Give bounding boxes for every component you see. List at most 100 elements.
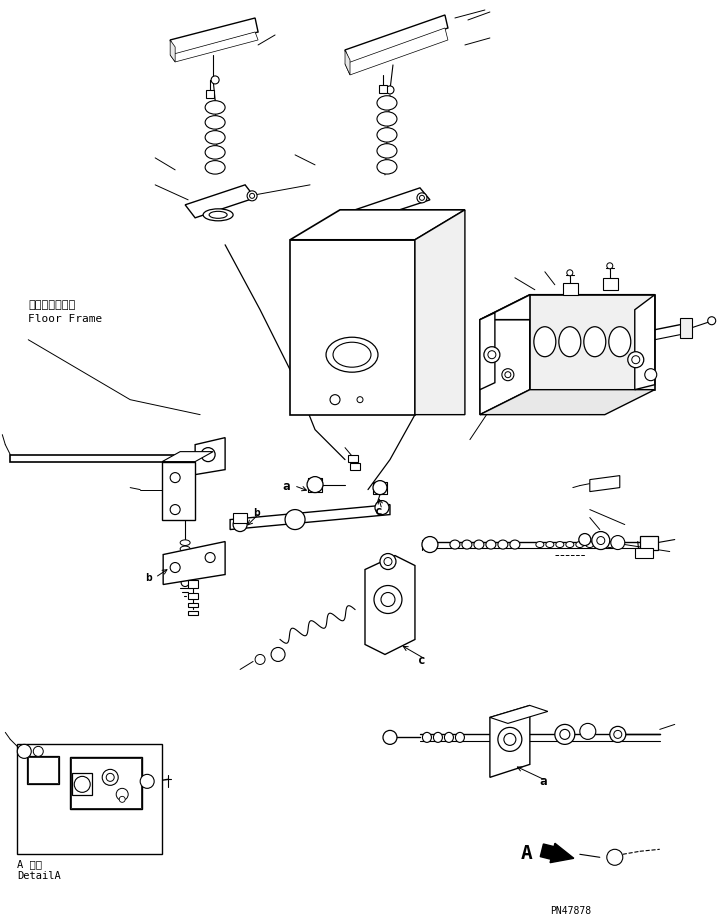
Ellipse shape (474, 540, 484, 549)
Circle shape (380, 553, 396, 570)
Bar (206, 90, 214, 98)
Circle shape (383, 731, 397, 744)
Ellipse shape (377, 96, 397, 110)
Circle shape (307, 477, 323, 493)
Polygon shape (195, 437, 225, 474)
Bar (350, 462, 360, 470)
Circle shape (141, 775, 154, 789)
Ellipse shape (333, 342, 371, 368)
Polygon shape (163, 541, 225, 584)
Ellipse shape (326, 337, 378, 372)
Polygon shape (590, 476, 619, 492)
Ellipse shape (209, 211, 227, 219)
Text: a: a (540, 776, 547, 789)
Ellipse shape (180, 539, 190, 546)
Circle shape (384, 558, 392, 565)
Ellipse shape (586, 541, 594, 548)
Ellipse shape (462, 540, 472, 549)
Polygon shape (480, 295, 530, 414)
Polygon shape (162, 461, 195, 519)
Ellipse shape (377, 128, 397, 142)
Ellipse shape (379, 214, 397, 221)
Circle shape (247, 191, 257, 201)
Polygon shape (290, 240, 415, 414)
Ellipse shape (609, 327, 631, 357)
Circle shape (628, 352, 644, 368)
Ellipse shape (445, 732, 453, 743)
Circle shape (201, 448, 215, 461)
Bar (379, 85, 387, 93)
Polygon shape (162, 451, 213, 461)
Ellipse shape (559, 327, 581, 357)
Circle shape (419, 196, 424, 200)
Ellipse shape (606, 541, 614, 548)
Polygon shape (345, 50, 350, 75)
Circle shape (484, 346, 500, 363)
Text: PN47878: PN47878 (550, 906, 591, 916)
Ellipse shape (584, 327, 606, 357)
Ellipse shape (510, 540, 520, 549)
Polygon shape (365, 556, 415, 654)
Circle shape (488, 351, 496, 358)
Circle shape (560, 730, 570, 740)
Circle shape (374, 585, 402, 614)
Circle shape (498, 728, 522, 752)
Bar (70, 757, 142, 810)
Circle shape (373, 481, 387, 494)
Circle shape (592, 531, 609, 550)
Polygon shape (170, 32, 258, 62)
Bar (17, 744, 162, 855)
Circle shape (17, 744, 32, 758)
Ellipse shape (180, 559, 190, 564)
Ellipse shape (205, 130, 225, 144)
Text: c: c (375, 505, 382, 517)
Ellipse shape (180, 546, 190, 551)
Ellipse shape (546, 541, 554, 548)
Bar (640, 536, 657, 550)
Ellipse shape (377, 143, 397, 158)
Ellipse shape (205, 161, 225, 174)
Circle shape (607, 263, 613, 268)
Circle shape (505, 371, 511, 378)
FancyArrow shape (541, 844, 574, 863)
Polygon shape (170, 40, 175, 62)
Bar (233, 513, 247, 523)
Text: DetailA: DetailA (17, 871, 61, 881)
Bar (27, 756, 60, 784)
Circle shape (597, 537, 605, 545)
Text: Floor Frame: Floor Frame (28, 313, 103, 323)
Circle shape (285, 509, 305, 529)
Ellipse shape (205, 116, 225, 130)
Ellipse shape (498, 540, 508, 549)
Polygon shape (290, 210, 465, 240)
Polygon shape (415, 210, 465, 414)
Polygon shape (185, 185, 255, 218)
Circle shape (170, 505, 180, 515)
Circle shape (75, 777, 90, 792)
Circle shape (181, 579, 189, 586)
Circle shape (211, 76, 219, 84)
Circle shape (555, 724, 575, 744)
Circle shape (567, 270, 573, 276)
Text: フロアフレーム: フロアフレーム (28, 300, 75, 310)
Circle shape (33, 746, 43, 756)
Ellipse shape (534, 327, 556, 357)
Polygon shape (480, 312, 495, 390)
Bar (28, 757, 58, 783)
Polygon shape (10, 455, 195, 461)
Circle shape (708, 317, 716, 324)
Circle shape (170, 562, 180, 573)
Ellipse shape (377, 160, 397, 174)
Ellipse shape (377, 112, 397, 126)
Circle shape (255, 654, 265, 664)
Ellipse shape (422, 732, 432, 743)
Circle shape (103, 769, 118, 786)
Circle shape (611, 536, 625, 550)
Circle shape (375, 501, 389, 515)
Ellipse shape (596, 541, 604, 548)
Circle shape (579, 534, 591, 546)
Circle shape (106, 774, 114, 781)
Circle shape (233, 517, 247, 531)
Circle shape (580, 723, 596, 740)
Circle shape (607, 849, 623, 866)
